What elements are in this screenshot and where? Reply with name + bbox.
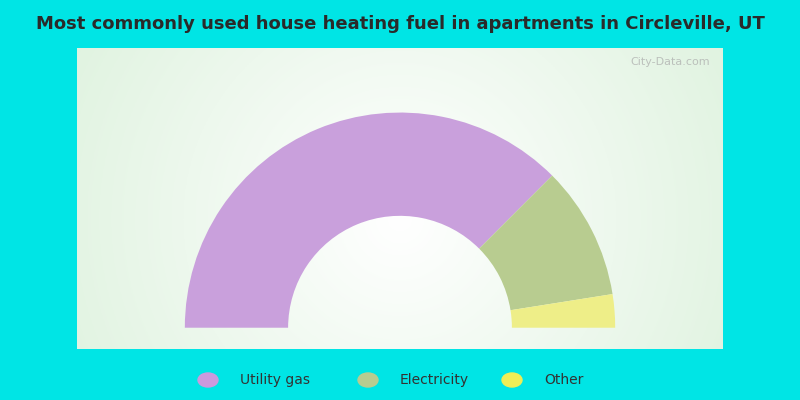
Wedge shape xyxy=(479,176,613,310)
Text: City-Data.com: City-Data.com xyxy=(630,57,710,67)
Wedge shape xyxy=(185,112,552,328)
Text: Other: Other xyxy=(544,373,583,387)
Wedge shape xyxy=(510,294,615,328)
Text: Most commonly used house heating fuel in apartments in Circleville, UT: Most commonly used house heating fuel in… xyxy=(35,15,765,33)
Text: Electricity: Electricity xyxy=(400,373,469,387)
Ellipse shape xyxy=(502,373,522,387)
Ellipse shape xyxy=(358,373,378,387)
Ellipse shape xyxy=(198,373,218,387)
Text: Utility gas: Utility gas xyxy=(240,373,310,387)
